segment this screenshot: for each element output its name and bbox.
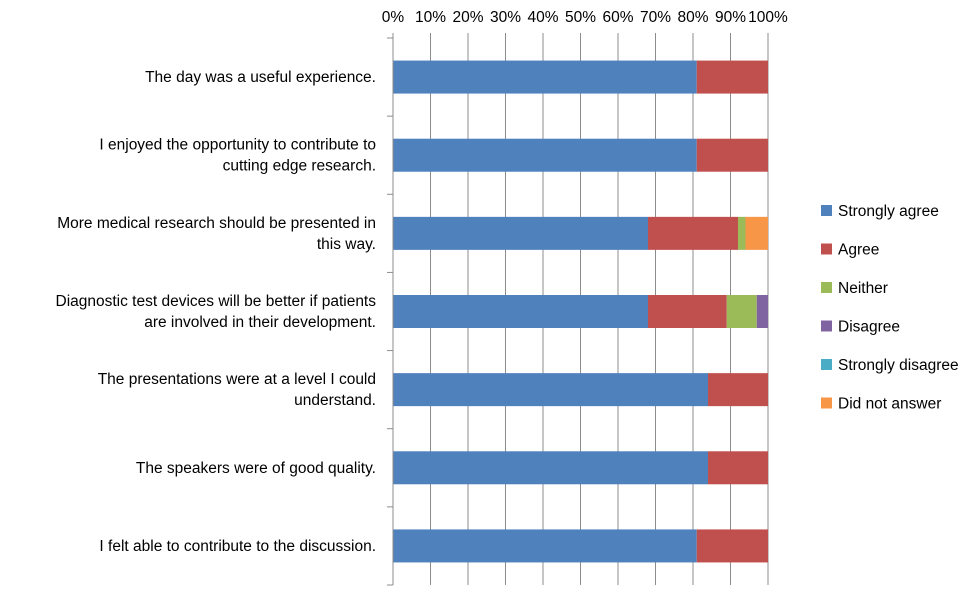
x-tick-label: 70%	[640, 9, 671, 26]
legend-label: Did not answer	[838, 396, 941, 413]
legend-swatch	[821, 320, 832, 332]
category-label: The presentations were at a level I coul…	[98, 371, 376, 388]
category-label: Diagnostic test devices will be better i…	[56, 293, 377, 310]
bar-segment	[745, 216, 768, 250]
bar-segment	[393, 138, 697, 172]
x-tick-label: 80%	[677, 9, 708, 26]
x-tick-label: 30%	[490, 9, 521, 26]
bar-segment	[696, 138, 768, 172]
bar-segment	[648, 295, 727, 328]
legend-label: Strongly agree	[838, 203, 939, 220]
category-label: The speakers were of good quality.	[136, 460, 376, 477]
bar-segment	[393, 295, 648, 328]
legend: Strongly agree Agree Neither Disagree Strong…	[821, 203, 959, 413]
legend-swatch	[821, 205, 832, 216]
bar-segment	[393, 451, 708, 485]
bar-segment	[756, 295, 768, 328]
bar-segment	[393, 373, 708, 407]
x-tick-label: 0%	[382, 9, 405, 26]
legend-label: Strongly disagree	[838, 357, 959, 374]
bar-segment	[393, 529, 697, 563]
tick-labels: 0% 10% 20% 30% 40% 50% 60% 70% 80% 90% 100%	[382, 9, 788, 26]
bar-segment	[738, 216, 746, 250]
category-label: I felt able to contribute to the discuss…	[99, 538, 376, 555]
axes	[387, 33, 769, 586]
bar-segment	[393, 60, 697, 94]
category-labels: The day was a useful experience. I enjoye…	[56, 69, 377, 555]
bar-segment	[393, 216, 648, 250]
category-label: More medical research should be presente…	[57, 215, 376, 232]
bar-segment	[708, 373, 768, 407]
bar-segment	[708, 451, 768, 485]
legend-swatch	[821, 282, 832, 293]
legend-label: Agree	[838, 242, 879, 259]
x-tick-label: 10%	[415, 9, 446, 26]
x-tick-label: 100%	[748, 9, 788, 26]
legend-swatch	[821, 359, 832, 370]
x-tick-label: 40%	[527, 9, 558, 26]
category-label: I enjoyed the opportunity to contribute …	[99, 137, 376, 154]
bar-segment	[696, 60, 768, 94]
category-label: are involved in their development.	[144, 314, 376, 331]
category-label: cutting edge research.	[223, 158, 376, 175]
category-label: understand.	[294, 392, 376, 409]
x-tick-label: 50%	[565, 9, 596, 26]
category-label: The day was a useful experience.	[145, 69, 376, 86]
x-tick-label: 60%	[602, 9, 633, 26]
bar-segment	[696, 529, 768, 563]
legend-swatch	[821, 243, 832, 255]
legend-swatch	[821, 397, 832, 409]
legend-label: Disagree	[838, 319, 900, 336]
legend-label: Neither	[838, 280, 888, 297]
category-label: this way.	[317, 236, 376, 253]
bars	[393, 60, 768, 563]
bar-segment	[726, 295, 757, 328]
bar-segment	[648, 216, 738, 250]
x-tick-label: 90%	[715, 9, 746, 26]
x-tick-label: 20%	[452, 9, 483, 26]
